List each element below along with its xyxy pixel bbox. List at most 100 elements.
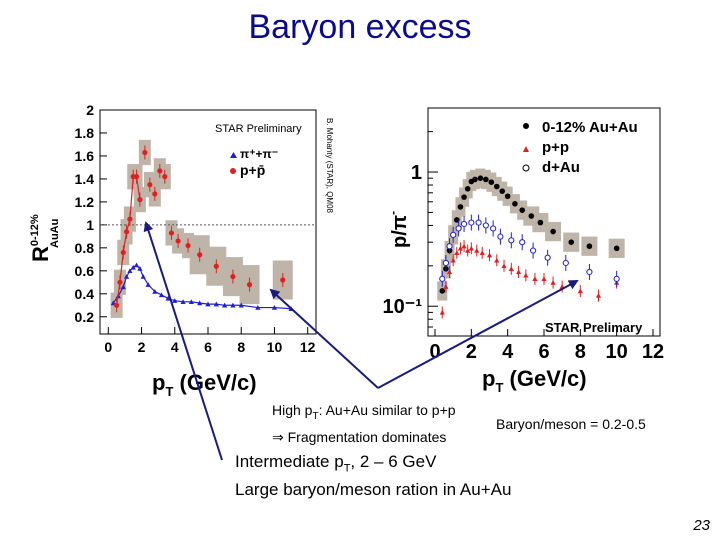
right-dau-point <box>519 239 526 246</box>
note-fragmentation: ⇒ Fragmentation dominates <box>272 428 447 445</box>
left-proton-point <box>162 174 168 180</box>
left-proton-point <box>175 238 181 244</box>
right-auau-point <box>550 228 556 235</box>
left-proton-point <box>280 277 286 283</box>
right-auau-point <box>472 176 478 183</box>
left-proton-point <box>120 249 126 256</box>
left-proton-point <box>246 282 253 288</box>
right-pp-point <box>461 243 467 249</box>
left-y-tick-label: 1.2 <box>75 194 95 210</box>
left-legend-pion-marker <box>230 152 237 158</box>
left-pion-point <box>137 265 143 271</box>
left-proton-point <box>117 279 123 285</box>
left-pion-point <box>238 302 244 308</box>
right-auau-point <box>568 239 575 245</box>
left-pion-point <box>130 264 136 270</box>
left-x-tick-label: 4 <box>171 339 179 355</box>
right-x-tick-label: 12 <box>642 341 664 363</box>
right-pp-point <box>550 279 556 285</box>
right-pp-point <box>450 257 456 263</box>
right-legend-auau-marker <box>523 123 529 129</box>
right-dau-point <box>455 225 462 232</box>
right-legend-pp-marker <box>523 146 529 152</box>
right-auau-point <box>504 193 511 200</box>
right-x-tick-label: 6 <box>538 341 549 363</box>
note-large-ratio: Large baryon/meson ration in Au+Au <box>235 480 512 500</box>
right-auau-point <box>493 183 500 190</box>
right-y-tick-label: 10⁻¹ <box>383 296 423 318</box>
left-pion-point <box>205 301 211 307</box>
left-y-tick-label: 1.6 <box>75 148 95 164</box>
left-pion-point <box>123 273 130 279</box>
right-dau-point <box>446 243 453 250</box>
right-dau-point <box>482 222 489 229</box>
left-pion-point <box>145 282 151 287</box>
left-x-tick-label: 12 <box>300 339 316 355</box>
svg-text:AuAu: AuAu <box>49 219 61 248</box>
left-proton-point <box>147 182 153 188</box>
right-auau-point <box>464 185 471 192</box>
right-pp-point <box>474 247 480 253</box>
left-legend-proton-marker <box>230 168 236 174</box>
right-dau-point <box>475 219 482 226</box>
left-pion-point <box>120 284 126 290</box>
left-pion-point <box>222 302 228 308</box>
left-pion-point <box>172 298 178 303</box>
left-proton-point <box>152 191 158 197</box>
arrow-to-left-high-pt <box>269 288 379 389</box>
left-proton-point <box>123 229 130 235</box>
left-pion-point <box>180 299 186 305</box>
left-preliminary-label: STAR Preliminary <box>215 123 302 135</box>
left-pion-point <box>140 273 146 279</box>
right-dau-point <box>450 231 457 239</box>
right-auau-point <box>457 204 464 210</box>
note-high-pt: High pT: Au+Au similar to p+p ⇒ Fragment… <box>272 402 456 445</box>
left-x-tick-label: 6 <box>204 339 212 355</box>
right-pp-point <box>508 266 514 272</box>
right-pp-point <box>541 276 547 282</box>
arrow-to-left-intermediate-pt <box>143 221 223 461</box>
right-data-points <box>439 175 620 319</box>
left-pion-point <box>230 302 236 308</box>
right-x-axis-label: pT (GeV/c) <box>482 366 587 395</box>
right-legend-pp-label: p+p <box>542 139 569 156</box>
right-auau-point <box>537 219 544 226</box>
right-pp-point <box>532 276 538 282</box>
right-pp-point <box>457 245 464 251</box>
left-proton-point <box>114 302 120 308</box>
left-pion-point <box>188 299 194 305</box>
left-data-points <box>110 145 294 313</box>
page-number: 23 <box>693 517 710 534</box>
right-axis-ticks: 0 2 4 6 8 10 12 1 10⁻¹ <box>383 107 664 363</box>
left-pion-point <box>152 288 158 294</box>
left-y-tick-label: 0.2 <box>75 309 95 325</box>
svg-text:R0-12%: R0-12% <box>28 214 53 262</box>
svg-text:p/π-: p/π- <box>386 211 411 248</box>
right-auau-point <box>586 243 593 250</box>
right-pp-point <box>465 247 471 253</box>
left-y-tick-label: 0.6 <box>75 263 95 279</box>
left-pion-point <box>165 295 171 301</box>
right-x-tick-label: 10 <box>606 341 628 363</box>
right-dau-point <box>613 275 620 282</box>
right-legend-auau-label: 0-12% Au+Au <box>542 119 638 136</box>
right-pp-point <box>468 245 474 251</box>
right-pp-point <box>454 250 460 256</box>
left-proton-point <box>133 174 140 180</box>
left-legend-proton-label: p+p̄ <box>240 162 265 178</box>
right-legend-dau-marker <box>522 164 530 172</box>
right-pp-point <box>501 263 507 269</box>
right-dau-point <box>490 225 497 232</box>
right-pp-point <box>515 269 522 275</box>
arrow-to-right-high-pt <box>377 280 579 389</box>
left-pion-point <box>271 304 278 310</box>
right-dau-point <box>439 275 446 282</box>
left-axis-ticks: 0 2 4 6 8 10 12 0.2 0.4 0.6 0.8 1 1.2 1.4 1.6 1.8 2 <box>75 102 316 355</box>
left-x-tick-label: 0 <box>104 339 112 355</box>
right-pp-point <box>523 272 529 278</box>
left-x-tick-label: 8 <box>237 339 245 355</box>
right-y-tick-label: 1 <box>411 162 422 184</box>
right-dau-point <box>460 220 468 228</box>
